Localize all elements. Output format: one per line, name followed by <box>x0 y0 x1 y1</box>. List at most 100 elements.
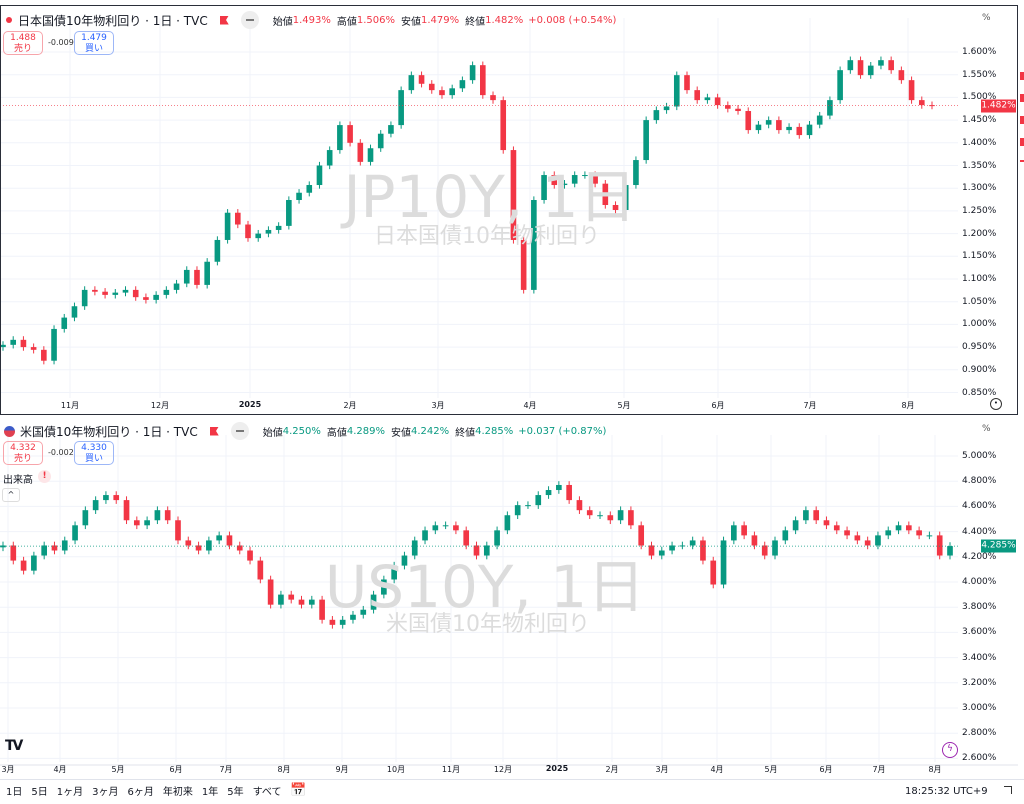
candle-body <box>194 269 200 285</box>
range-button[interactable]: 1日 <box>6 787 23 798</box>
range-button[interactable]: 6ヶ月 <box>127 787 154 798</box>
candle-body <box>776 120 782 131</box>
flag-icon[interactable] <box>219 15 229 25</box>
y-tick-label: 4.400% <box>962 526 997 537</box>
price-scale-unit[interactable]: % <box>982 424 991 434</box>
right-toolbar-markers <box>1020 72 1024 162</box>
candle-body <box>204 261 210 285</box>
symbol-title[interactable]: 日本国債10年物利回り · 1日 · TVC <box>18 13 208 28</box>
candle-body <box>347 125 353 143</box>
candle-body <box>41 545 48 556</box>
high-value: 1.506% <box>356 14 395 26</box>
candle-body <box>391 565 397 580</box>
candle-body <box>432 525 439 531</box>
candle-body <box>10 339 17 345</box>
y-tick-label: 0.900% <box>962 364 997 375</box>
candle-body <box>20 339 27 348</box>
buy-button[interactable]: 1.479 買い <box>74 31 114 55</box>
candle-body <box>704 97 711 101</box>
candle-body <box>494 530 500 546</box>
candle-body <box>133 520 140 526</box>
collapse-legend-icon[interactable] <box>230 422 249 440</box>
candle-body <box>81 289 88 307</box>
candle-body <box>854 535 861 541</box>
candle-body <box>510 150 517 240</box>
range-button[interactable]: すべて <box>252 787 282 798</box>
sell-button[interactable]: 4.332 売り <box>3 441 43 465</box>
candle-body <box>936 535 943 556</box>
fullscreen-icon[interactable] <box>1004 786 1012 794</box>
x-tick-label: 8月 <box>901 401 915 410</box>
candle-body <box>617 510 624 521</box>
candle-body <box>710 560 717 585</box>
range-button[interactable]: 5年 <box>227 787 244 798</box>
candle-body <box>275 225 282 230</box>
y-tick-label: 4.000% <box>962 577 997 587</box>
price-scale-unit[interactable]: % <box>982 13 991 23</box>
bottom-legend: 米国債10年物利回り · 1日 · TVC 始値 4.250% 高値 4.289% … <box>4 422 606 440</box>
candle-body <box>531 200 537 290</box>
candle-body <box>381 579 387 595</box>
close-value: 4.285% <box>475 425 514 437</box>
candle-body <box>164 510 171 521</box>
candle-body <box>796 126 803 136</box>
settings-gear-icon[interactable]: • <box>990 398 1002 410</box>
tradingview-logo[interactable]: TV <box>5 738 23 754</box>
flag-icon[interactable] <box>209 426 219 436</box>
candle-body <box>847 60 854 71</box>
x-tick-label: 11月 <box>441 765 461 774</box>
y-tick-label: 3.400% <box>962 652 997 663</box>
candle-body <box>816 115 823 125</box>
candle-body <box>236 545 243 551</box>
y-tick-label: 5.000% <box>962 451 997 461</box>
candle-body <box>102 291 108 295</box>
buy-button[interactable]: 4.330 買い <box>74 441 114 465</box>
candle-body <box>602 183 609 205</box>
range-button[interactable]: 5日 <box>31 787 48 798</box>
candle-body <box>132 289 139 298</box>
candle-body <box>112 292 119 295</box>
candle-body <box>504 515 511 531</box>
warning-icon[interactable]: ! <box>38 470 51 483</box>
candle-body <box>185 540 192 546</box>
candle-body <box>195 545 202 551</box>
candle-body <box>561 183 568 186</box>
range-button[interactable]: 年初来 <box>162 787 193 798</box>
calendar-goto-date-icon[interactable]: 📅 <box>290 783 307 798</box>
candle-body <box>918 100 925 106</box>
candle-body <box>545 490 552 496</box>
candle-body <box>247 550 253 561</box>
collapse-chevron-up-icon[interactable]: ^ <box>2 488 20 502</box>
candle-body <box>875 535 881 546</box>
candle-body <box>905 525 912 531</box>
volume-indicator-label[interactable]: 出来高 <box>3 475 33 486</box>
x-tick-label: 8月 <box>928 765 942 774</box>
y-tick-label: 1.600% <box>962 47 997 57</box>
candle-body <box>463 530 470 546</box>
range-button[interactable]: 3ヶ月 <box>92 787 119 798</box>
candle-body <box>926 535 933 537</box>
sell-button[interactable]: 1.488 売り <box>3 31 43 55</box>
candle-body <box>864 540 871 546</box>
candle-body <box>643 120 649 161</box>
symbol-watermark-subtitle: 日本国債10年物利回り <box>374 224 600 249</box>
x-tick-label: 4月 <box>53 765 67 774</box>
candle-body <box>459 80 466 89</box>
candle-body <box>367 148 374 162</box>
candle-body <box>255 233 262 239</box>
y-tick-label: 1.250% <box>962 205 997 216</box>
y-tick-label: 1.400% <box>962 137 997 148</box>
range-button[interactable]: 1年 <box>201 787 219 798</box>
candle-body <box>520 239 527 290</box>
clock-timezone[interactable]: 18:25:32 UTC+9 <box>905 786 988 797</box>
symbol-title[interactable]: 米国債10年物利回り · 1日 · TVC <box>20 424 198 439</box>
range-button[interactable]: 1ヶ月 <box>56 787 84 798</box>
x-tick-label: 12月 <box>150 401 170 410</box>
candle-body <box>556 484 562 491</box>
collapse-legend-icon[interactable] <box>240 11 259 29</box>
spread-value: -0.002 <box>48 448 74 457</box>
candle-body <box>633 160 639 186</box>
x-tick-label: 8月 <box>277 765 291 774</box>
lightning-icon[interactable]: ϟ <box>942 742 958 758</box>
